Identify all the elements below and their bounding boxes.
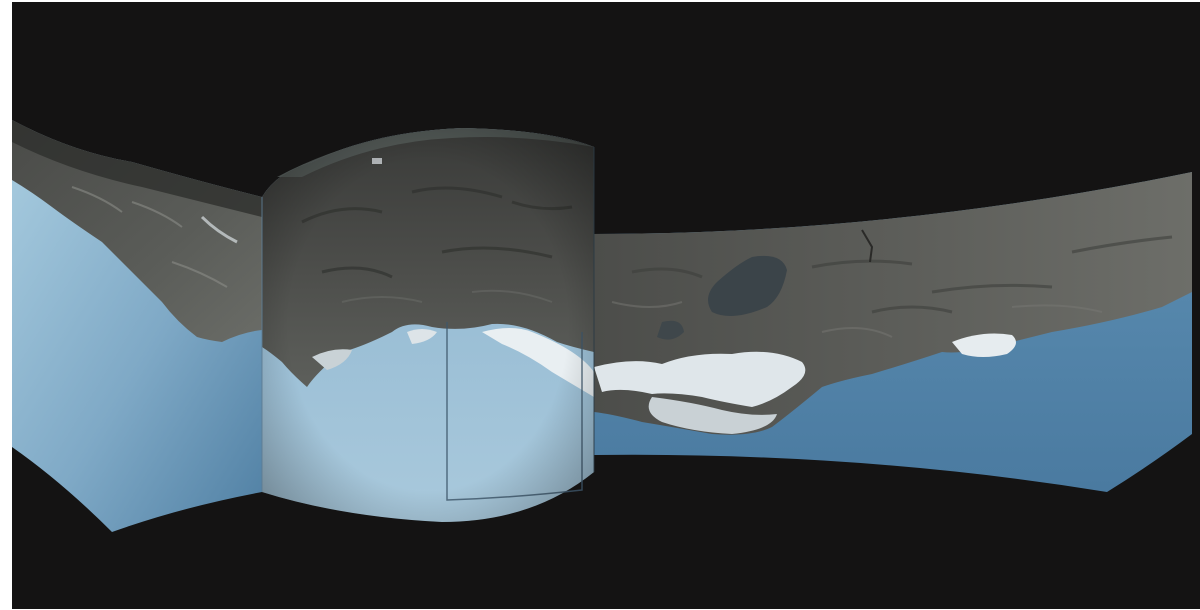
- right-panel: [592, 172, 1192, 492]
- image-frame: [12, 2, 1200, 609]
- left-panel: [12, 120, 262, 532]
- center-cylinder: [261, 128, 595, 522]
- panorama-scene: [12, 120, 1192, 532]
